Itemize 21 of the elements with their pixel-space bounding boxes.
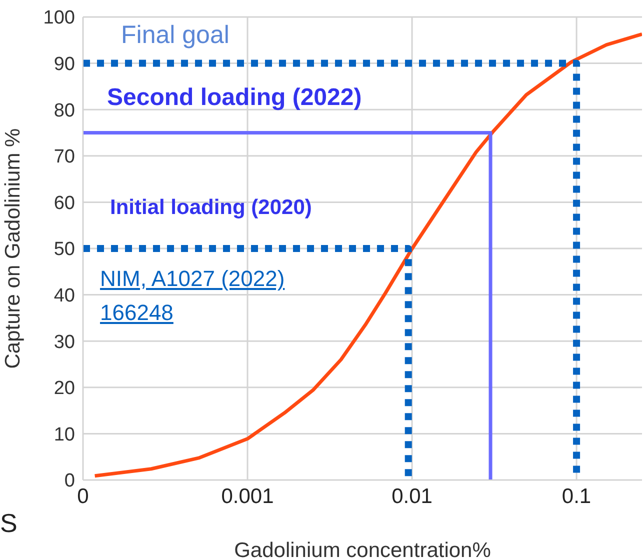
annotation: Final goal [121,21,230,50]
y-axis-title: Capture on Gadolinium % [1,128,24,369]
y-tick-label: 20 [54,378,75,400]
y-tick-label: 60 [54,192,75,214]
annotation: NIM, A1027 (2022) 166248 [100,265,286,327]
text: S [0,508,18,539]
x-tick-label: 0.001 [221,484,274,508]
y-tick-label: 50 [54,239,75,260]
y-tick-label: 90 [54,54,75,76]
y-tick-label: 80 [54,100,75,122]
y-tick-label: 30 [54,332,75,353]
y-tick-label: 70 [54,146,75,168]
y-tick-label: 0 [64,470,75,492]
y-tick-label: 10 [54,424,75,446]
y-tick-label: 40 [54,286,75,307]
annotation: Second loading (2022) [107,84,362,112]
annotation: Initial loading (2020) [110,196,312,220]
y-tick-label: 100 [43,8,75,29]
x-tick-label: 0.01 [392,484,432,508]
x-tick-label: 0.1 [562,484,592,508]
x-axis-title: Gadolinium concentration% [234,539,491,559]
